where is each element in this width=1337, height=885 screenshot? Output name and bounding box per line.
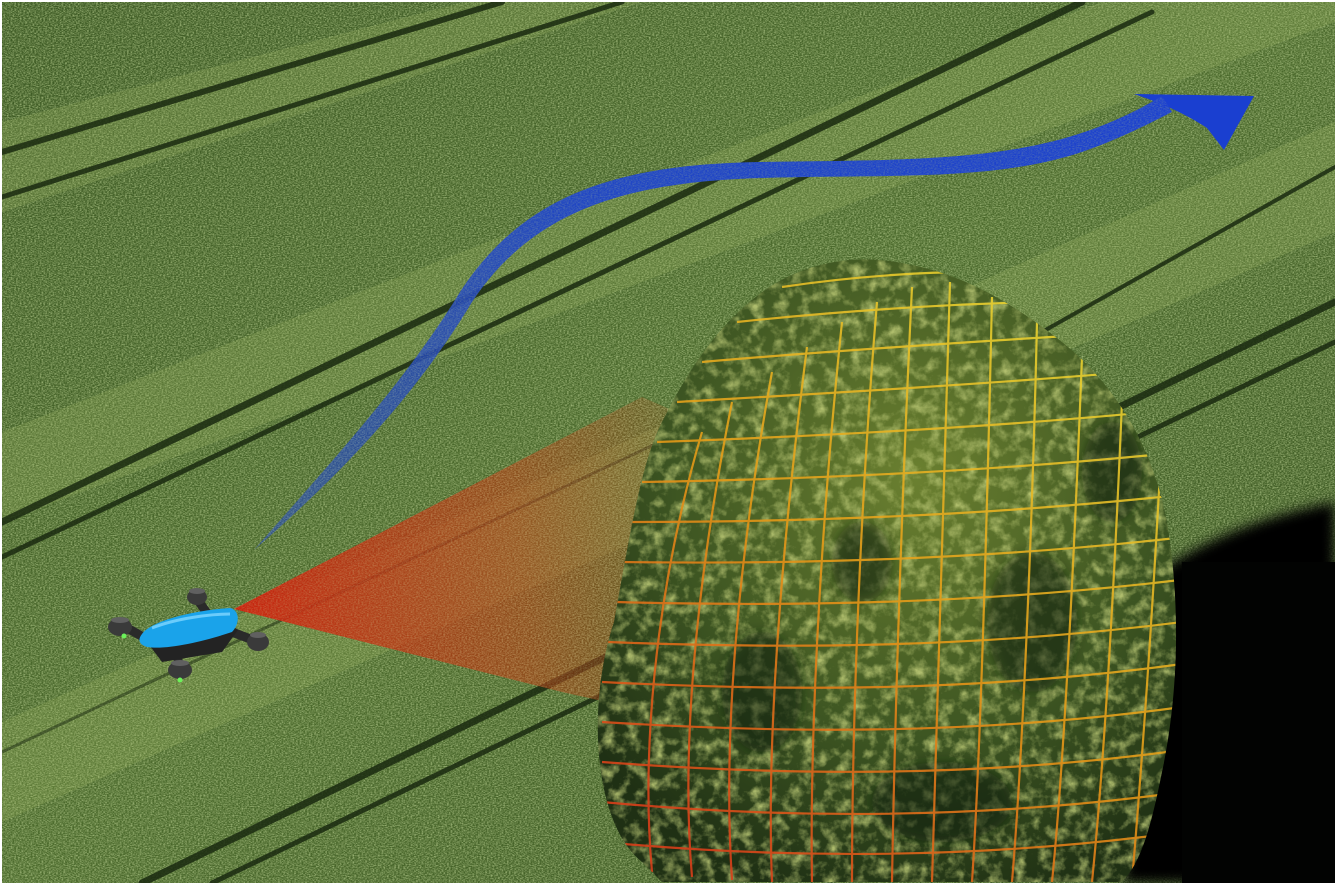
sensor-cone <box>234 397 722 712</box>
propellers <box>108 588 269 679</box>
tree <box>597 259 1177 882</box>
drone <box>108 588 269 683</box>
flight-path-arrow <box>254 94 1254 550</box>
obstacle-mesh <box>601 271 1177 882</box>
tree-shadow <box>1122 502 1335 883</box>
